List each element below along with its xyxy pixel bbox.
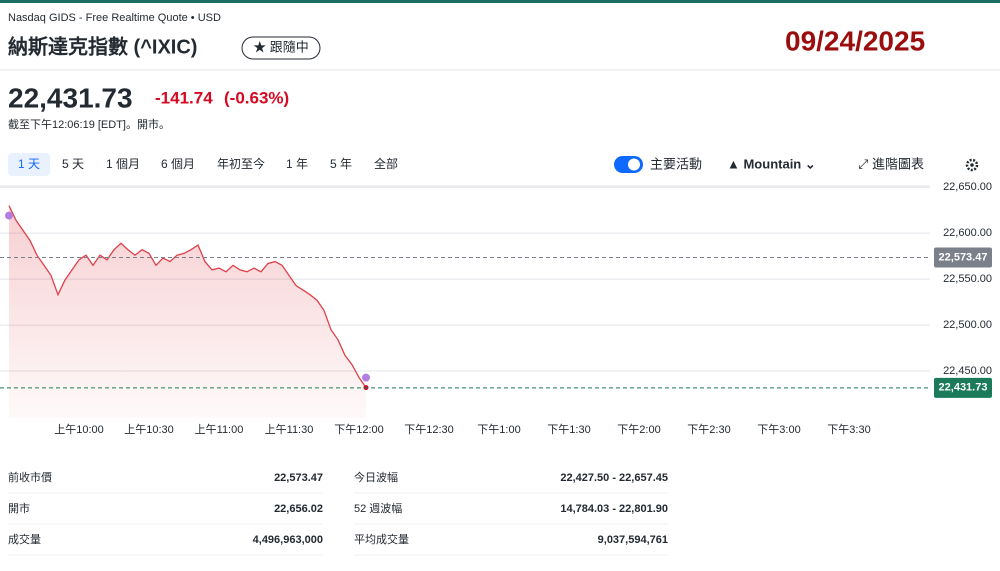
stat-value: 4,496,963,000 <box>253 534 323 546</box>
follow-label[interactable]: ★ 跟隨中 <box>253 39 309 54</box>
range-tab[interactable]: 5 天 <box>62 157 84 171</box>
change: -141.74 <box>155 88 213 107</box>
change-pct: (-0.63%) <box>224 88 289 107</box>
stat-label: 52 週波幅 <box>354 502 402 515</box>
range-tab[interactable]: 年初至今 <box>217 156 265 171</box>
y-tick-label: 22,500.00 <box>943 319 992 331</box>
tab-selected-bg <box>8 153 50 176</box>
x-tick-label: 下午12:00 <box>334 423 384 436</box>
x-tick-label: 上午10:30 <box>124 423 174 436</box>
title: 納斯達克指數 (^IXIC) <box>8 34 197 58</box>
stat-value: 14,784.03 - 22,801.90 <box>560 503 668 515</box>
price: 22,431.73 <box>8 82 133 113</box>
x-tick-label: 下午2:30 <box>687 423 730 436</box>
end-marker <box>362 373 370 382</box>
range-tab[interactable]: 6 個月 <box>161 157 195 171</box>
toggle-knob <box>628 158 640 171</box>
range-tab[interactable]: 5 年 <box>330 157 352 171</box>
date: 09/24/2025 <box>785 25 925 56</box>
top-border <box>0 0 1000 3</box>
quote-time: 截至下午12:06:19 [EDT]。開市。 <box>8 117 170 131</box>
stat-label: 平均成交量 <box>354 532 409 546</box>
settings-icon[interactable] <box>965 158 979 172</box>
reference-label-box <box>934 377 992 398</box>
area-fill <box>9 205 366 418</box>
stat-label: 開市 <box>8 501 30 515</box>
x-tick-label: 上午11:00 <box>195 423 244 436</box>
toggle-label[interactable]: 主要活動 <box>650 156 702 171</box>
advanced-chart[interactable]: ⤢ 進階圖表 <box>858 156 924 171</box>
follow-button[interactable] <box>241 36 321 60</box>
reference-label: 22,573.47 <box>939 251 988 263</box>
range-tab[interactable]: 1 個月 <box>106 157 140 171</box>
stat-value: 22,427.50 - 22,657.45 <box>560 472 668 484</box>
x-tick-label: 下午3:00 <box>757 423 800 436</box>
x-tick-label: 下午3:30 <box>827 423 870 436</box>
range-tab[interactable]: 1 天 <box>18 157 40 171</box>
reference-label-box <box>934 247 992 268</box>
y-tick-label: 22,550.00 <box>943 273 992 285</box>
y-tick-label: 22,650.00 <box>943 181 992 193</box>
range-tab[interactable]: 1 年 <box>286 157 308 171</box>
stat-value: 9,037,594,761 <box>598 534 668 546</box>
stat-value: 22,573.47 <box>274 472 323 484</box>
x-tick-label: 下午1:30 <box>547 423 590 436</box>
x-tick-label: 下午1:00 <box>477 423 520 436</box>
y-tick-label: 22,600.00 <box>943 227 992 239</box>
x-tick-label: 下午12:30 <box>404 423 454 436</box>
chart-style[interactable]: ▲ Mountain ⌄ <box>727 156 816 171</box>
x-tick-label: 上午11:30 <box>265 423 314 436</box>
range-tab[interactable]: 全部 <box>374 156 398 171</box>
reference-label: 22,431.73 <box>939 382 988 394</box>
stat-label: 成交量 <box>8 532 41 546</box>
stat-label: 今日波幅 <box>354 470 398 484</box>
y-tick-label: 22,450.00 <box>943 365 992 377</box>
x-tick-label: 上午10:00 <box>54 423 104 436</box>
price-line <box>8 205 367 388</box>
source: Nasdaq GIDS - Free Realtime Quote • USD <box>8 12 221 24</box>
stat-value: 22,656.02 <box>274 503 323 515</box>
start-marker <box>5 211 13 220</box>
stat-label: 前收市價 <box>8 470 52 484</box>
x-tick-label: 下午2:00 <box>617 423 660 436</box>
